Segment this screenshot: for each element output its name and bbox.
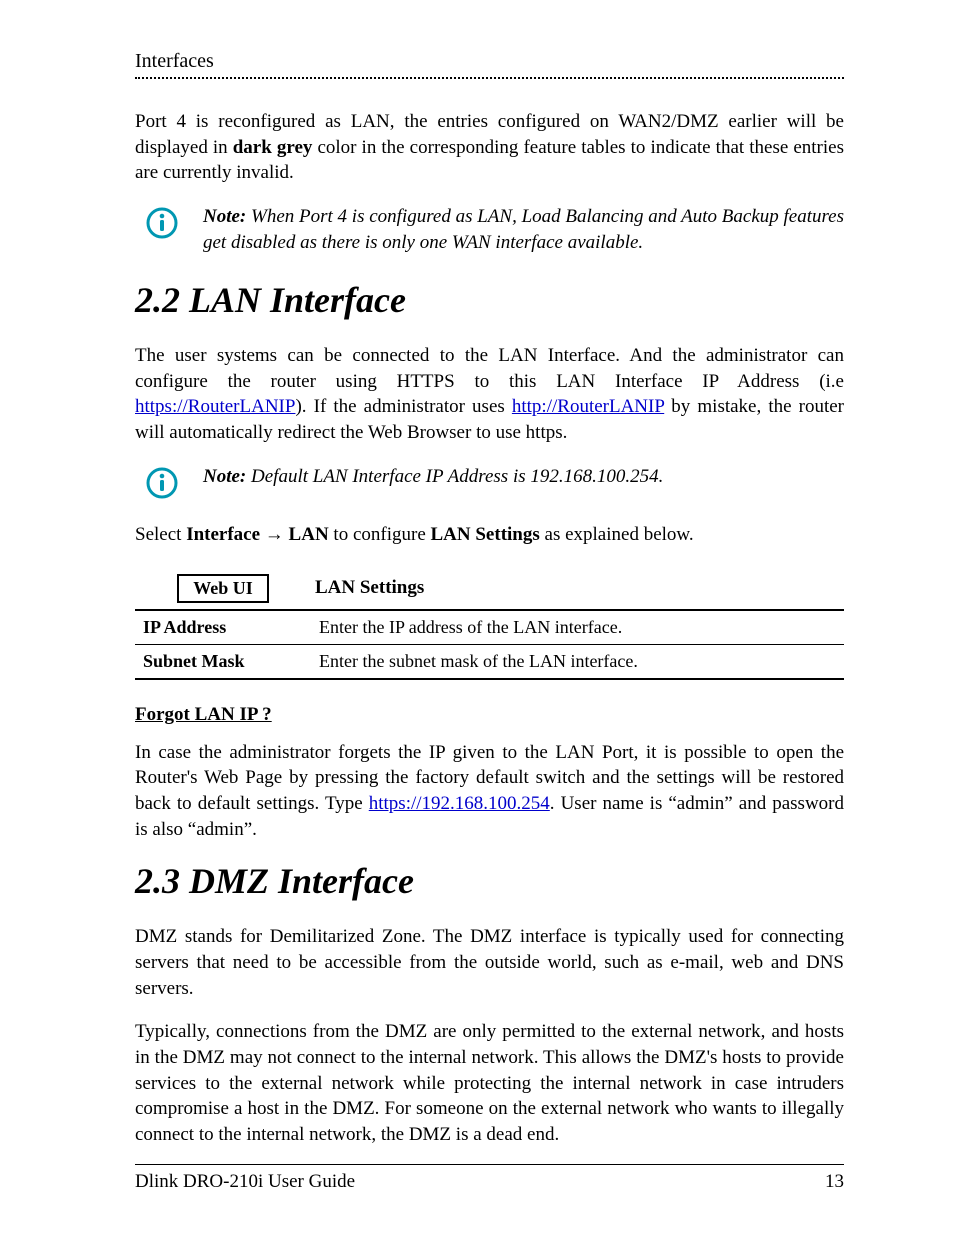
table-row: Subnet Mask Enter the subnet mask of the…: [135, 644, 844, 679]
note-1-body: When Port 4 is configured as LAN, Load B…: [203, 206, 844, 253]
link-http-routerlanip[interactable]: http://RouterLANIP: [512, 396, 664, 417]
table-row-desc: Enter the IP address of the LAN interfac…: [311, 610, 844, 645]
document-page: Interfaces Port 4 is reconfigured as LAN…: [0, 0, 954, 1235]
note-2-text: Note: Default LAN Interface IP Address i…: [203, 464, 663, 490]
section-2-2-p1: The user systems can be connected to the…: [135, 343, 844, 446]
intro-paragraph: Port 4 is reconfigured as LAN, the entri…: [135, 109, 844, 186]
footer-rule: [135, 1164, 844, 1165]
info-icon: [145, 206, 179, 240]
lan-settings-table: Web UI LAN Settings IP Address Enter the…: [135, 568, 844, 680]
nav-post: as explained below.: [540, 524, 694, 545]
s22-p1-a: The user systems can be connected to the…: [135, 345, 844, 392]
table-row-label: IP Address: [135, 610, 311, 645]
note-2-label: Note:: [203, 466, 246, 487]
intro-bold: dark grey: [233, 137, 313, 158]
note-2: Note: Default LAN Interface IP Address i…: [145, 464, 844, 500]
link-default-ip[interactable]: https://192.168.100.254: [369, 793, 550, 814]
nav-pre: Select: [135, 524, 186, 545]
table-header-row: Web UI LAN Settings: [135, 568, 844, 610]
table-row: IP Address Enter the IP address of the L…: [135, 610, 844, 645]
running-header: Interfaces: [135, 50, 844, 73]
table-header-webui: Web UI: [135, 568, 311, 610]
info-icon: [145, 466, 179, 500]
note-2-body: Default LAN Interface IP Address is 192.…: [246, 466, 663, 487]
section-2-3-heading: 2.3 DMZ Interface: [135, 860, 844, 902]
footer-left: Dlink DRO-210i User Guide: [135, 1171, 355, 1193]
nav-b3: LAN Settings: [431, 524, 540, 545]
nav-b1: Interface: [186, 524, 260, 545]
s22-p1-b: ). If the administrator uses: [295, 396, 511, 417]
nav-mid: to configure: [329, 524, 431, 545]
forgot-heading: Forgot LAN IP ?: [135, 704, 844, 726]
table-row-desc: Enter the subnet mask of the LAN interfa…: [311, 644, 844, 679]
note-1-label: Note:: [203, 206, 246, 227]
section-2-3-p1: DMZ stands for Demilitarized Zone. The D…: [135, 924, 844, 1001]
link-https-routerlanip[interactable]: https://RouterLANIP: [135, 396, 295, 417]
nav-instruction: Select Interface → LAN to configure LAN …: [135, 524, 844, 546]
header-rule: [135, 77, 844, 79]
note-1-text: Note: When Port 4 is configured as LAN, …: [203, 204, 844, 255]
table-row-label: Subnet Mask: [135, 644, 311, 679]
nav-b2: LAN: [289, 524, 329, 545]
section-2-2-heading: 2.2 LAN Interface: [135, 279, 844, 321]
webui-box: Web UI: [177, 574, 269, 603]
note-1: Note: When Port 4 is configured as LAN, …: [145, 204, 844, 255]
nav-arrow: →: [260, 524, 289, 545]
table-header-title: LAN Settings: [311, 568, 844, 610]
section-2-3-p2: Typically, connections from the DMZ are …: [135, 1019, 844, 1147]
page-footer: Dlink DRO-210i User Guide 13: [135, 1164, 844, 1193]
forgot-paragraph: In case the administrator forgets the IP…: [135, 740, 844, 843]
footer-row: Dlink DRO-210i User Guide 13: [135, 1171, 844, 1193]
footer-page-number: 13: [825, 1171, 844, 1193]
